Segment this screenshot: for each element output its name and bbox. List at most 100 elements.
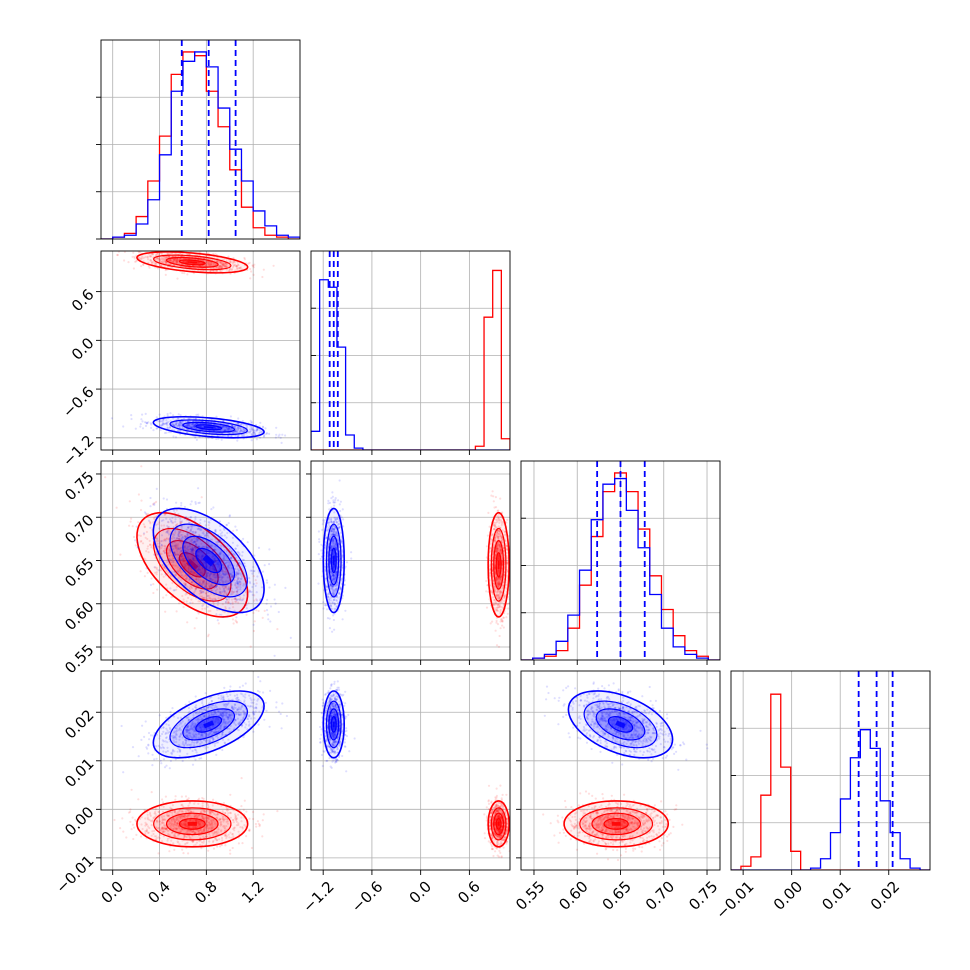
scatter-point xyxy=(235,620,238,623)
scatter-point xyxy=(130,417,133,421)
scatter-point xyxy=(191,423,194,426)
scatter-point xyxy=(191,422,194,425)
scatter-point xyxy=(185,423,188,426)
scatter-point xyxy=(185,564,188,567)
scatter-point xyxy=(164,545,167,548)
scatter-point xyxy=(181,594,184,598)
scatter-point xyxy=(229,428,232,431)
scatter-point xyxy=(186,273,189,276)
scatter-point xyxy=(350,551,353,554)
scatter-point xyxy=(220,261,223,264)
scatter-point xyxy=(485,590,488,593)
scatter-point xyxy=(163,257,166,260)
scatter-point xyxy=(180,550,183,553)
scatter-point xyxy=(182,598,185,601)
scatter-point xyxy=(488,525,491,528)
scatter-point xyxy=(234,619,237,622)
scatter-point xyxy=(224,570,227,573)
scatter-point xyxy=(236,426,239,429)
scatter-point xyxy=(202,269,205,272)
scatter-point xyxy=(235,265,238,268)
scatter-point xyxy=(147,551,150,554)
scatter-point xyxy=(162,550,165,553)
scatter-point xyxy=(158,258,161,261)
scatter-point xyxy=(146,571,149,575)
scatter-point xyxy=(212,426,216,430)
scatter-point xyxy=(261,616,264,620)
scatter-point xyxy=(185,567,188,570)
scatter-point xyxy=(176,424,180,427)
scatter-point xyxy=(192,420,195,423)
scatter-point xyxy=(176,259,179,262)
scatter-point xyxy=(176,566,179,569)
scatter-point xyxy=(235,598,238,601)
scatter-point xyxy=(211,258,214,262)
scatter-point xyxy=(156,257,159,260)
scatter-point xyxy=(178,532,181,535)
scatter-point xyxy=(188,424,191,427)
scatter-point xyxy=(229,260,232,263)
scatter-point xyxy=(208,594,211,597)
scatter-point xyxy=(140,539,143,543)
scatter-point xyxy=(178,551,181,554)
scatter-point xyxy=(189,529,192,532)
scatter-point xyxy=(210,589,213,592)
scatter-point xyxy=(191,556,194,559)
scatter-point xyxy=(223,265,226,268)
scatter-point xyxy=(223,265,227,268)
scatter-point xyxy=(183,575,186,578)
scatter-point xyxy=(236,263,239,266)
scatter-point xyxy=(141,420,144,423)
scatter-point xyxy=(212,602,215,605)
scatter-point xyxy=(144,424,148,427)
scatter-point xyxy=(221,263,224,266)
scatter-point xyxy=(167,265,170,268)
scatter-point xyxy=(167,529,170,532)
scatter-point xyxy=(230,575,233,579)
density-peak-series-1 xyxy=(203,426,214,429)
scatter-point xyxy=(168,549,171,552)
scatter-point xyxy=(190,581,193,585)
scatter-point xyxy=(199,425,202,428)
scatter-point xyxy=(491,620,494,623)
scatter-point xyxy=(170,258,173,261)
scatter-point xyxy=(155,500,158,503)
scatter-point xyxy=(148,255,151,258)
scatter-point xyxy=(220,266,223,269)
scatter-point xyxy=(260,430,263,433)
scatter-point xyxy=(223,587,226,590)
scatter-point xyxy=(178,262,181,265)
scatter-point xyxy=(237,427,240,430)
scatter-point xyxy=(215,269,218,272)
scatter-point xyxy=(175,588,178,591)
scatter-point xyxy=(176,523,179,526)
scatter-point xyxy=(209,597,212,600)
scatter-point xyxy=(157,420,160,423)
scatter-point xyxy=(236,268,239,271)
scatter-point xyxy=(175,543,178,546)
scatter-point xyxy=(194,561,197,564)
scatter-point xyxy=(184,578,187,581)
scatter-point xyxy=(230,598,234,601)
scatter-point xyxy=(215,415,218,418)
scatter-point xyxy=(273,654,276,657)
scatter-point xyxy=(225,265,228,268)
scatter-point xyxy=(185,424,188,427)
scatter-point xyxy=(169,420,172,423)
scatter-point xyxy=(175,259,178,262)
scatter-point xyxy=(218,266,221,269)
scatter-point xyxy=(255,598,258,601)
scatter-point xyxy=(237,422,240,425)
scatter-point xyxy=(179,530,182,533)
scatter-point xyxy=(232,257,235,260)
scatter-point xyxy=(175,585,179,588)
scatter-point xyxy=(501,624,504,627)
scatter-point xyxy=(234,269,237,272)
scatter-point xyxy=(157,539,160,543)
scatter-point xyxy=(223,590,226,593)
scatter-point xyxy=(234,600,237,603)
scatter-point xyxy=(246,424,249,427)
scatter-point xyxy=(228,562,231,565)
scatter-point xyxy=(224,428,228,431)
scatter-point xyxy=(214,563,217,567)
